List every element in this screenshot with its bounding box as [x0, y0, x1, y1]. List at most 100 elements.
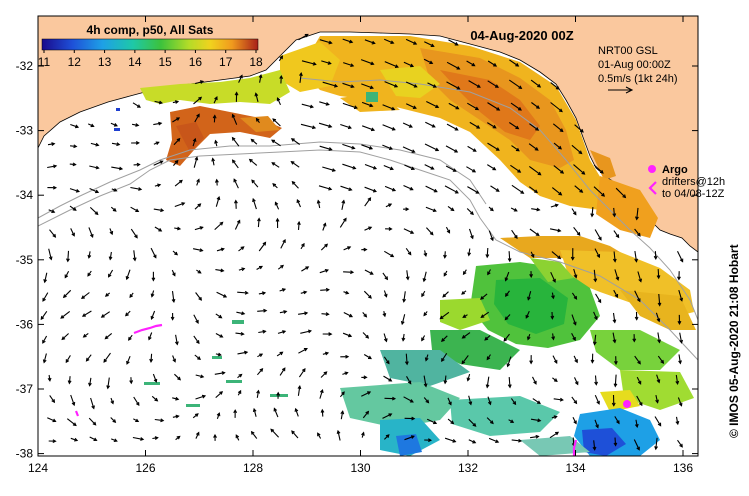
current-arrow-head [219, 221, 224, 226]
blue-speck [116, 108, 120, 111]
current-arrow-head [653, 255, 658, 260]
current-arrow [467, 145, 477, 152]
current-arrow-head [255, 117, 260, 122]
current-arrow [442, 291, 449, 298]
current-arrow [447, 397, 452, 405]
current-arrow-head [64, 274, 69, 279]
current-arrow-head [348, 333, 353, 338]
current-arrow-head [368, 294, 372, 299]
current-arrow [384, 81, 398, 88]
current-arrow-head [515, 147, 520, 152]
current-arrow-head [340, 410, 345, 415]
current-arrow [257, 218, 260, 228]
current-arrow [60, 310, 71, 319]
current-arrow-head [579, 189, 584, 193]
current-arrow [636, 207, 639, 220]
current-arrow [66, 418, 77, 426]
current-arrow [214, 372, 225, 375]
current-arrow-head [51, 142, 56, 146]
current-arrow [340, 411, 344, 420]
current-arrow-head [574, 359, 578, 364]
current-arrow [291, 161, 300, 168]
current-arrow-head [558, 145, 562, 150]
current-arrow-head [312, 61, 317, 66]
current-arrow-head [637, 380, 642, 385]
current-arrow [194, 203, 201, 210]
current-arrow-head [411, 149, 416, 153]
current-arrow-head [435, 104, 440, 109]
x-tick-label: 130 [350, 461, 370, 475]
current-arrow-head [233, 409, 238, 414]
current-arrow-head [555, 431, 560, 436]
current-arrow [510, 398, 516, 405]
current-arrow [298, 368, 306, 378]
current-arrow-head [529, 273, 533, 279]
current-arrow-head [638, 278, 643, 283]
colorbar-tick-label: 15 [158, 55, 172, 69]
colorbar-tick-label: 18 [249, 55, 263, 69]
current-arrow-head [174, 159, 179, 164]
current-arrow [364, 197, 371, 207]
current-arrow-head [153, 254, 157, 259]
current-arrow-head [573, 400, 578, 405]
current-arrow [195, 292, 202, 301]
current-arrow-head [679, 443, 683, 448]
current-arrow [69, 188, 80, 193]
current-arrow-head [677, 276, 681, 281]
current-arrow [633, 439, 640, 450]
current-arrow-head [109, 231, 114, 236]
current-arrow-head [233, 178, 237, 183]
current-arrow-head [535, 434, 540, 439]
current-arrow-head [324, 268, 329, 273]
current-arrow-head [66, 258, 70, 263]
current-arrow-head [384, 276, 389, 281]
current-arrow-head [179, 179, 183, 184]
current-arrow [529, 228, 540, 236]
current-arrow [291, 138, 301, 145]
current-arrow [487, 80, 499, 88]
current-arrow [571, 292, 577, 300]
current-arrow [152, 373, 157, 382]
current-arrow-head [369, 85, 374, 90]
current-arrow-head [536, 400, 541, 405]
colorbar-tick-label: 14 [128, 55, 142, 69]
current-arrow [448, 39, 458, 46]
current-arrow-head [119, 166, 124, 171]
current-arrow [487, 60, 497, 67]
current-arrow-head [493, 63, 498, 67]
current-arrow [424, 164, 434, 170]
current-arrow-head [636, 298, 641, 303]
current-arrow-head [612, 258, 617, 263]
current-arrow-head [489, 207, 494, 212]
current-arrow-head [87, 272, 91, 277]
current-arrow [343, 246, 351, 251]
current-arrow-head [383, 293, 388, 298]
current-arrow-head [303, 290, 308, 295]
current-arrow-head [385, 360, 390, 365]
current-arrow-head [72, 207, 77, 211]
current-arrow [468, 439, 476, 444]
current-arrow-head [291, 180, 296, 185]
current-arrow-head [200, 374, 205, 379]
current-arrow-head [636, 232, 641, 237]
current-arrow-head [405, 207, 410, 212]
current-arrow-head [103, 358, 108, 363]
current-time: 01-Aug 00:00Z [598, 59, 671, 71]
current-arrow [195, 80, 204, 85]
current-arrow [658, 293, 661, 306]
current-arrow [133, 396, 140, 406]
map-legend: Argo drifters@12h to 04/08-12Z [648, 164, 725, 200]
current-arrow-head [328, 124, 333, 128]
current-arrow-head [174, 341, 179, 346]
current-arrow [511, 184, 524, 194]
y-axis: -32 -33 -34 -35 -36 -37 -38 [16, 59, 698, 461]
current-arrow-head [581, 171, 586, 175]
current-arrow [343, 62, 354, 67]
current-arrow [427, 82, 437, 88]
current-arrow [636, 376, 642, 385]
current-arrow-head [177, 376, 182, 381]
current-arrow [553, 165, 564, 174]
current-arrow-head [373, 165, 378, 170]
current-arrow [111, 142, 120, 146]
current-arrow [361, 101, 373, 107]
